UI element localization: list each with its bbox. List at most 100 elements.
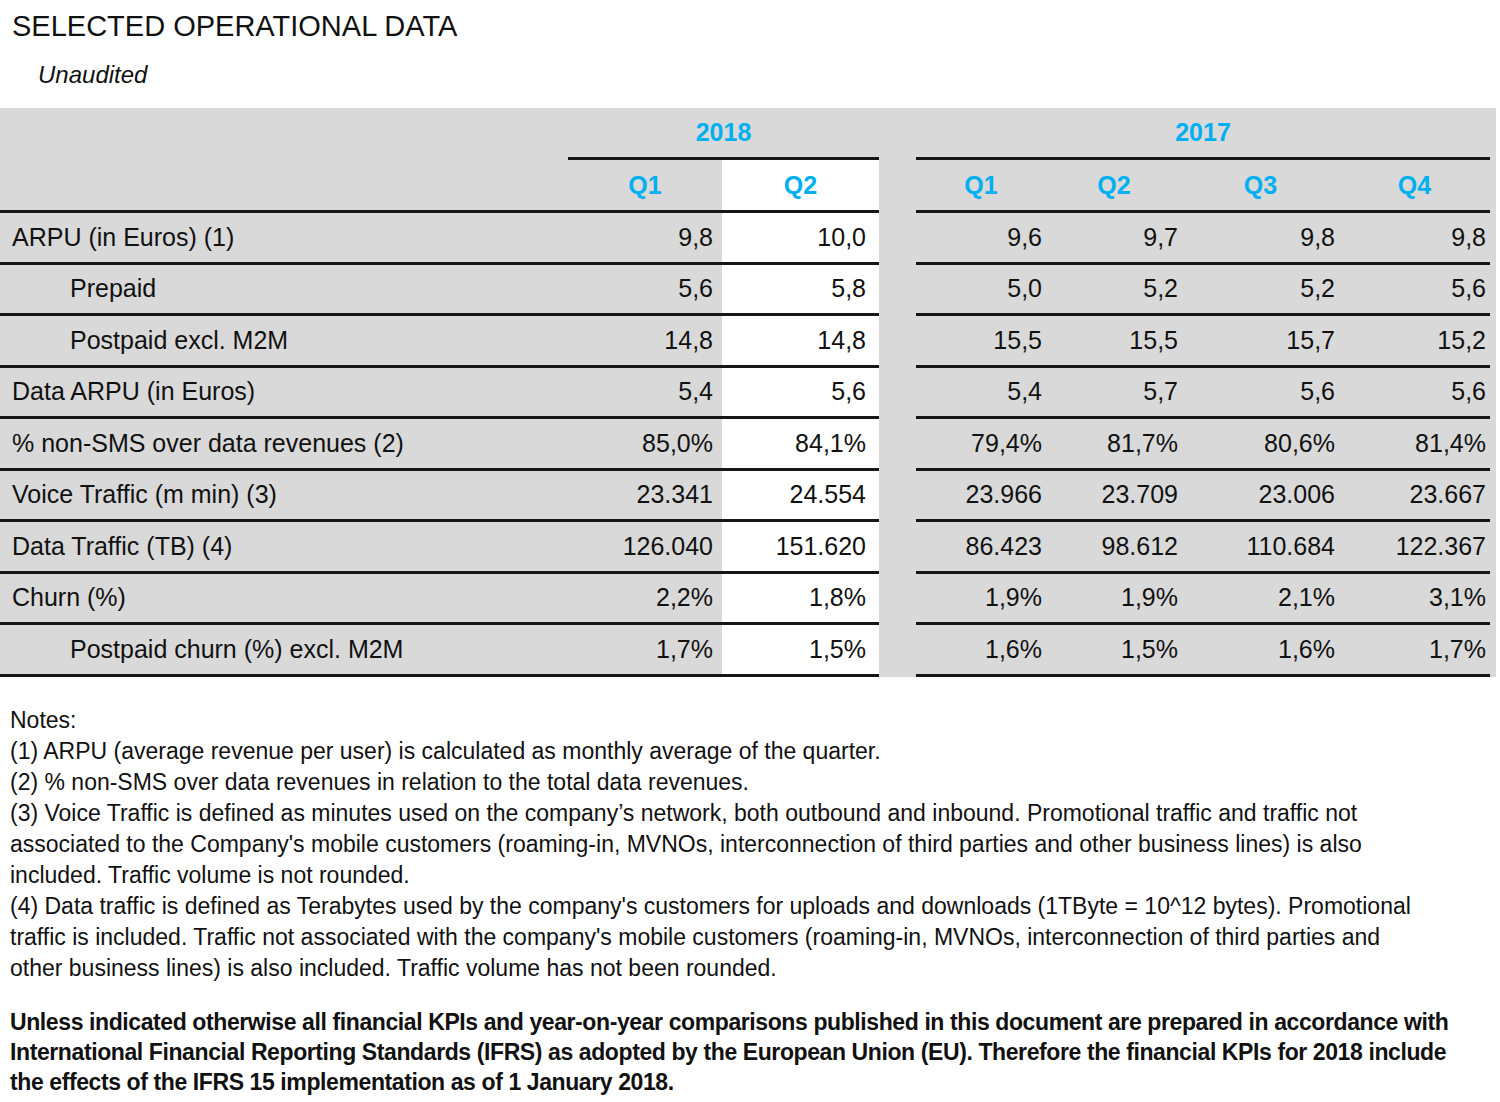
cell-2017-q1: 5,0 — [916, 265, 1046, 314]
table-row-prepaid: Prepaid 5,6 5,8 5,0 5,2 5,2 5,6 — [0, 265, 1496, 317]
cell-2018-q1: 2,2% — [568, 574, 722, 623]
table-row-data-arpu: Data ARPU (in Euros) 5,4 5,6 5,4 5,7 5,6… — [0, 368, 1496, 420]
cell-2018-q2: 5,8 — [722, 265, 879, 314]
note-line: traffic is included. Traffic not associa… — [10, 922, 1411, 953]
cell-2017-q2: 23.709 — [1046, 471, 1182, 520]
cell-2017-q3: 1,6% — [1182, 625, 1339, 674]
cell-2018-q2: 84,1% — [722, 419, 879, 468]
cell-2018-q2: 5,6 — [722, 368, 879, 417]
note-line: other business lines) is also included. … — [10, 953, 1411, 984]
cell-2017-q3: 9,8 — [1182, 213, 1339, 262]
page-subtitle: Unaudited — [38, 61, 147, 89]
cell-2017-q4: 3,1% — [1339, 574, 1490, 623]
cell-2018-q1: 1,7% — [568, 625, 722, 674]
group-gap — [879, 471, 916, 523]
cell-2017-q4: 9,8 — [1339, 213, 1490, 262]
cell-2017-q4: 122.367 — [1339, 522, 1490, 571]
table-row-postpaid-churn: Postpaid churn (%) excl. M2M 1,7% 1,5% 1… — [0, 625, 1496, 677]
group-gap — [879, 574, 916, 626]
cell-2017-q1: 23.966 — [916, 471, 1046, 520]
header-2017-q1: Q1 — [916, 160, 1046, 210]
disclaimer-line: International Financial Reporting Standa… — [10, 1037, 1448, 1067]
cell-2017-q3: 15,7 — [1182, 316, 1339, 365]
right-sliver — [1490, 625, 1496, 677]
cell-2018-q1: 126.040 — [568, 522, 722, 571]
header-2017-q3: Q3 — [1182, 160, 1339, 210]
cell-2018-q1: 23.341 — [568, 471, 722, 520]
row-label: Data ARPU (in Euros) — [0, 368, 568, 417]
cell-2017-q2: 15,5 — [1046, 316, 1182, 365]
cell-2017-q2: 5,2 — [1046, 265, 1182, 314]
year-group-2017: 2017 — [916, 108, 1490, 160]
group-gap — [879, 316, 916, 368]
header-2018-q2: Q2 — [722, 160, 879, 210]
cell-2017-q4: 5,6 — [1339, 265, 1490, 314]
cell-2017-q3: 2,1% — [1182, 574, 1339, 623]
right-sliver — [1490, 471, 1496, 523]
right-sliver — [1490, 213, 1496, 265]
year-row-label-spacer — [0, 108, 568, 160]
header-2018-q1: Q1 — [568, 160, 722, 210]
right-sliver — [1490, 574, 1496, 626]
quarter-header-row: Q1 Q2 Q1 Q2 Q3 Q4 — [0, 160, 1496, 213]
group-gap — [879, 213, 916, 265]
cell-2017-q4: 5,6 — [1339, 368, 1490, 417]
note-line: (2) % non-SMS over data revenues in rela… — [10, 767, 1411, 798]
cell-2018-q2: 24.554 — [722, 471, 879, 520]
right-sliver — [1490, 265, 1496, 317]
right-sliver — [1490, 419, 1496, 471]
right-sliver — [1490, 108, 1496, 160]
page-title: SELECTED OPERATIONAL DATA — [12, 10, 457, 43]
cell-2018-q1: 14,8 — [568, 316, 722, 365]
cell-2017-q2: 98.612 — [1046, 522, 1182, 571]
cell-2017-q2: 81,7% — [1046, 419, 1182, 468]
year-label-2018: 2018 — [568, 108, 879, 157]
cell-2017-q4: 81,4% — [1339, 419, 1490, 468]
year-header-row: 2018 2017 — [0, 108, 1496, 160]
note-line: included. Traffic volume is not rounded. — [10, 860, 1411, 891]
quarter-header-right: Q1 Q2 Q3 Q4 — [916, 160, 1490, 213]
cell-2018-q2: 151.620 — [722, 522, 879, 571]
cell-2017-q3: 110.684 — [1182, 522, 1339, 571]
cell-2018-q1: 5,4 — [568, 368, 722, 417]
group-gap — [879, 625, 916, 677]
cell-2017-q2: 5,7 — [1046, 368, 1182, 417]
note-line: (1) ARPU (average revenue per user) is c… — [10, 736, 1411, 767]
table-row-postpaid: Postpaid excl. M2M 14,8 14,8 15,5 15,5 1… — [0, 316, 1496, 368]
cell-2017-q1: 79,4% — [916, 419, 1046, 468]
disclaimer-line: the effects of the IFRS 15 implementatio… — [10, 1067, 1448, 1097]
cell-2017-q1: 1,6% — [916, 625, 1046, 674]
notes-section: Notes: (1) ARPU (average revenue per use… — [10, 705, 1411, 984]
cell-2017-q1: 5,4 — [916, 368, 1046, 417]
row-label: Churn (%) — [0, 574, 568, 623]
cell-2017-q1: 1,9% — [916, 574, 1046, 623]
group-gap — [879, 160, 916, 213]
group-gap — [879, 108, 916, 160]
group-gap — [879, 522, 916, 574]
ifrs-disclaimer: Unless indicated otherwise all financial… — [10, 1007, 1448, 1097]
table-row-non-sms: % non-SMS over data revenues (2) 85,0% 8… — [0, 419, 1496, 471]
row-label: Voice Traffic (m min) (3) — [0, 471, 568, 520]
cell-2017-q4: 23.667 — [1339, 471, 1490, 520]
cell-2017-q3: 5,2 — [1182, 265, 1339, 314]
row-label: Prepaid — [0, 265, 568, 314]
quarter-row-label-spacer — [0, 160, 568, 210]
year-label-2017: 2017 — [916, 108, 1490, 157]
note-line: (4) Data traffic is defined as Terabytes… — [10, 891, 1411, 922]
table-row-churn: Churn (%) 2,2% 1,8% 1,9% 1,9% 2,1% 3,1% — [0, 574, 1496, 626]
cell-2017-q2: 1,5% — [1046, 625, 1182, 674]
cell-2017-q4: 15,2 — [1339, 316, 1490, 365]
cell-2017-q3: 80,6% — [1182, 419, 1339, 468]
table-row-arpu: ARPU (in Euros) (1) 9,8 10,0 9,6 9,7 9,8… — [0, 213, 1496, 265]
header-2017-q2: Q2 — [1046, 160, 1182, 210]
row-label: ARPU (in Euros) (1) — [0, 213, 568, 262]
cell-2017-q1: 15,5 — [916, 316, 1046, 365]
cell-2018-q2: 1,8% — [722, 574, 879, 623]
quarter-header-left: Q1 Q2 — [0, 160, 879, 213]
right-sliver — [1490, 316, 1496, 368]
right-sliver — [1490, 368, 1496, 420]
group-gap — [879, 265, 916, 317]
cell-2018-q2: 10,0 — [722, 213, 879, 262]
cell-2017-q3: 5,6 — [1182, 368, 1339, 417]
cell-2018-q1: 85,0% — [568, 419, 722, 468]
